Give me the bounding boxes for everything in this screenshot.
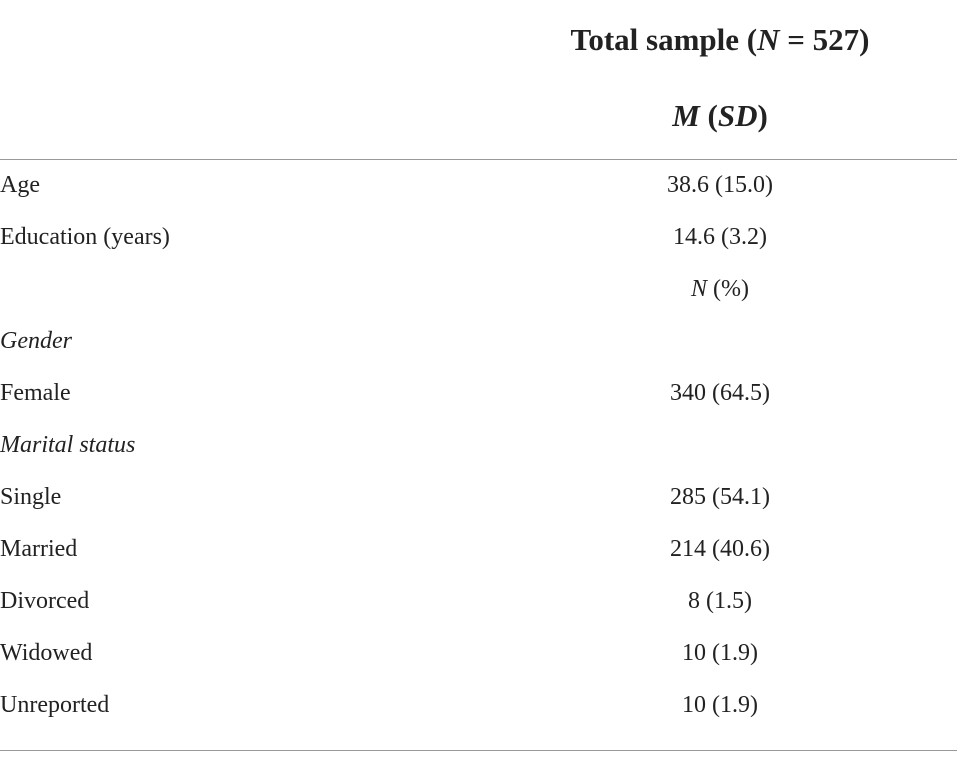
section-label: Marital status	[0, 432, 136, 458]
text-segment: N	[757, 22, 780, 57]
row-label: Widowed	[0, 640, 93, 666]
row-label: Divorced	[0, 588, 90, 614]
text-segment: (	[699, 98, 718, 133]
row-value: 38.6 (15.0)	[667, 172, 773, 198]
row-label: Single	[0, 484, 62, 510]
text-segment: N	[691, 276, 708, 302]
row-value: 10 (1.9)	[682, 692, 758, 718]
text-segment: = 527)	[779, 22, 870, 57]
header-subtitle: M (SD)	[480, 98, 957, 134]
header-title: Total sample (N = 527)	[480, 22, 957, 58]
text-segment: M	[672, 98, 700, 133]
row-value: 214 (40.6)	[670, 536, 770, 562]
section-label: Gender	[0, 328, 72, 354]
bottom-rule	[0, 750, 957, 751]
text-segment: )	[757, 98, 768, 133]
row-value: N (%)	[520, 274, 920, 304]
row-value: 285 (54.1)	[670, 484, 770, 510]
row-value: 10 (1.9)	[682, 640, 758, 666]
text-segment: SD	[717, 98, 758, 133]
row-value: 340 (64.5)	[670, 380, 770, 406]
text-segment: Total sample (	[570, 22, 758, 57]
text-segment: (%)	[707, 276, 749, 302]
row-label: Age	[0, 172, 40, 198]
row-value: 14.6 (3.2)	[673, 224, 767, 250]
row-label: Education (years)	[0, 224, 170, 250]
header-rule	[0, 159, 957, 160]
row-label: Married	[0, 536, 78, 562]
row-value: 8 (1.5)	[688, 588, 752, 614]
row-label: Unreported	[0, 692, 110, 718]
row-label: Female	[0, 380, 71, 406]
